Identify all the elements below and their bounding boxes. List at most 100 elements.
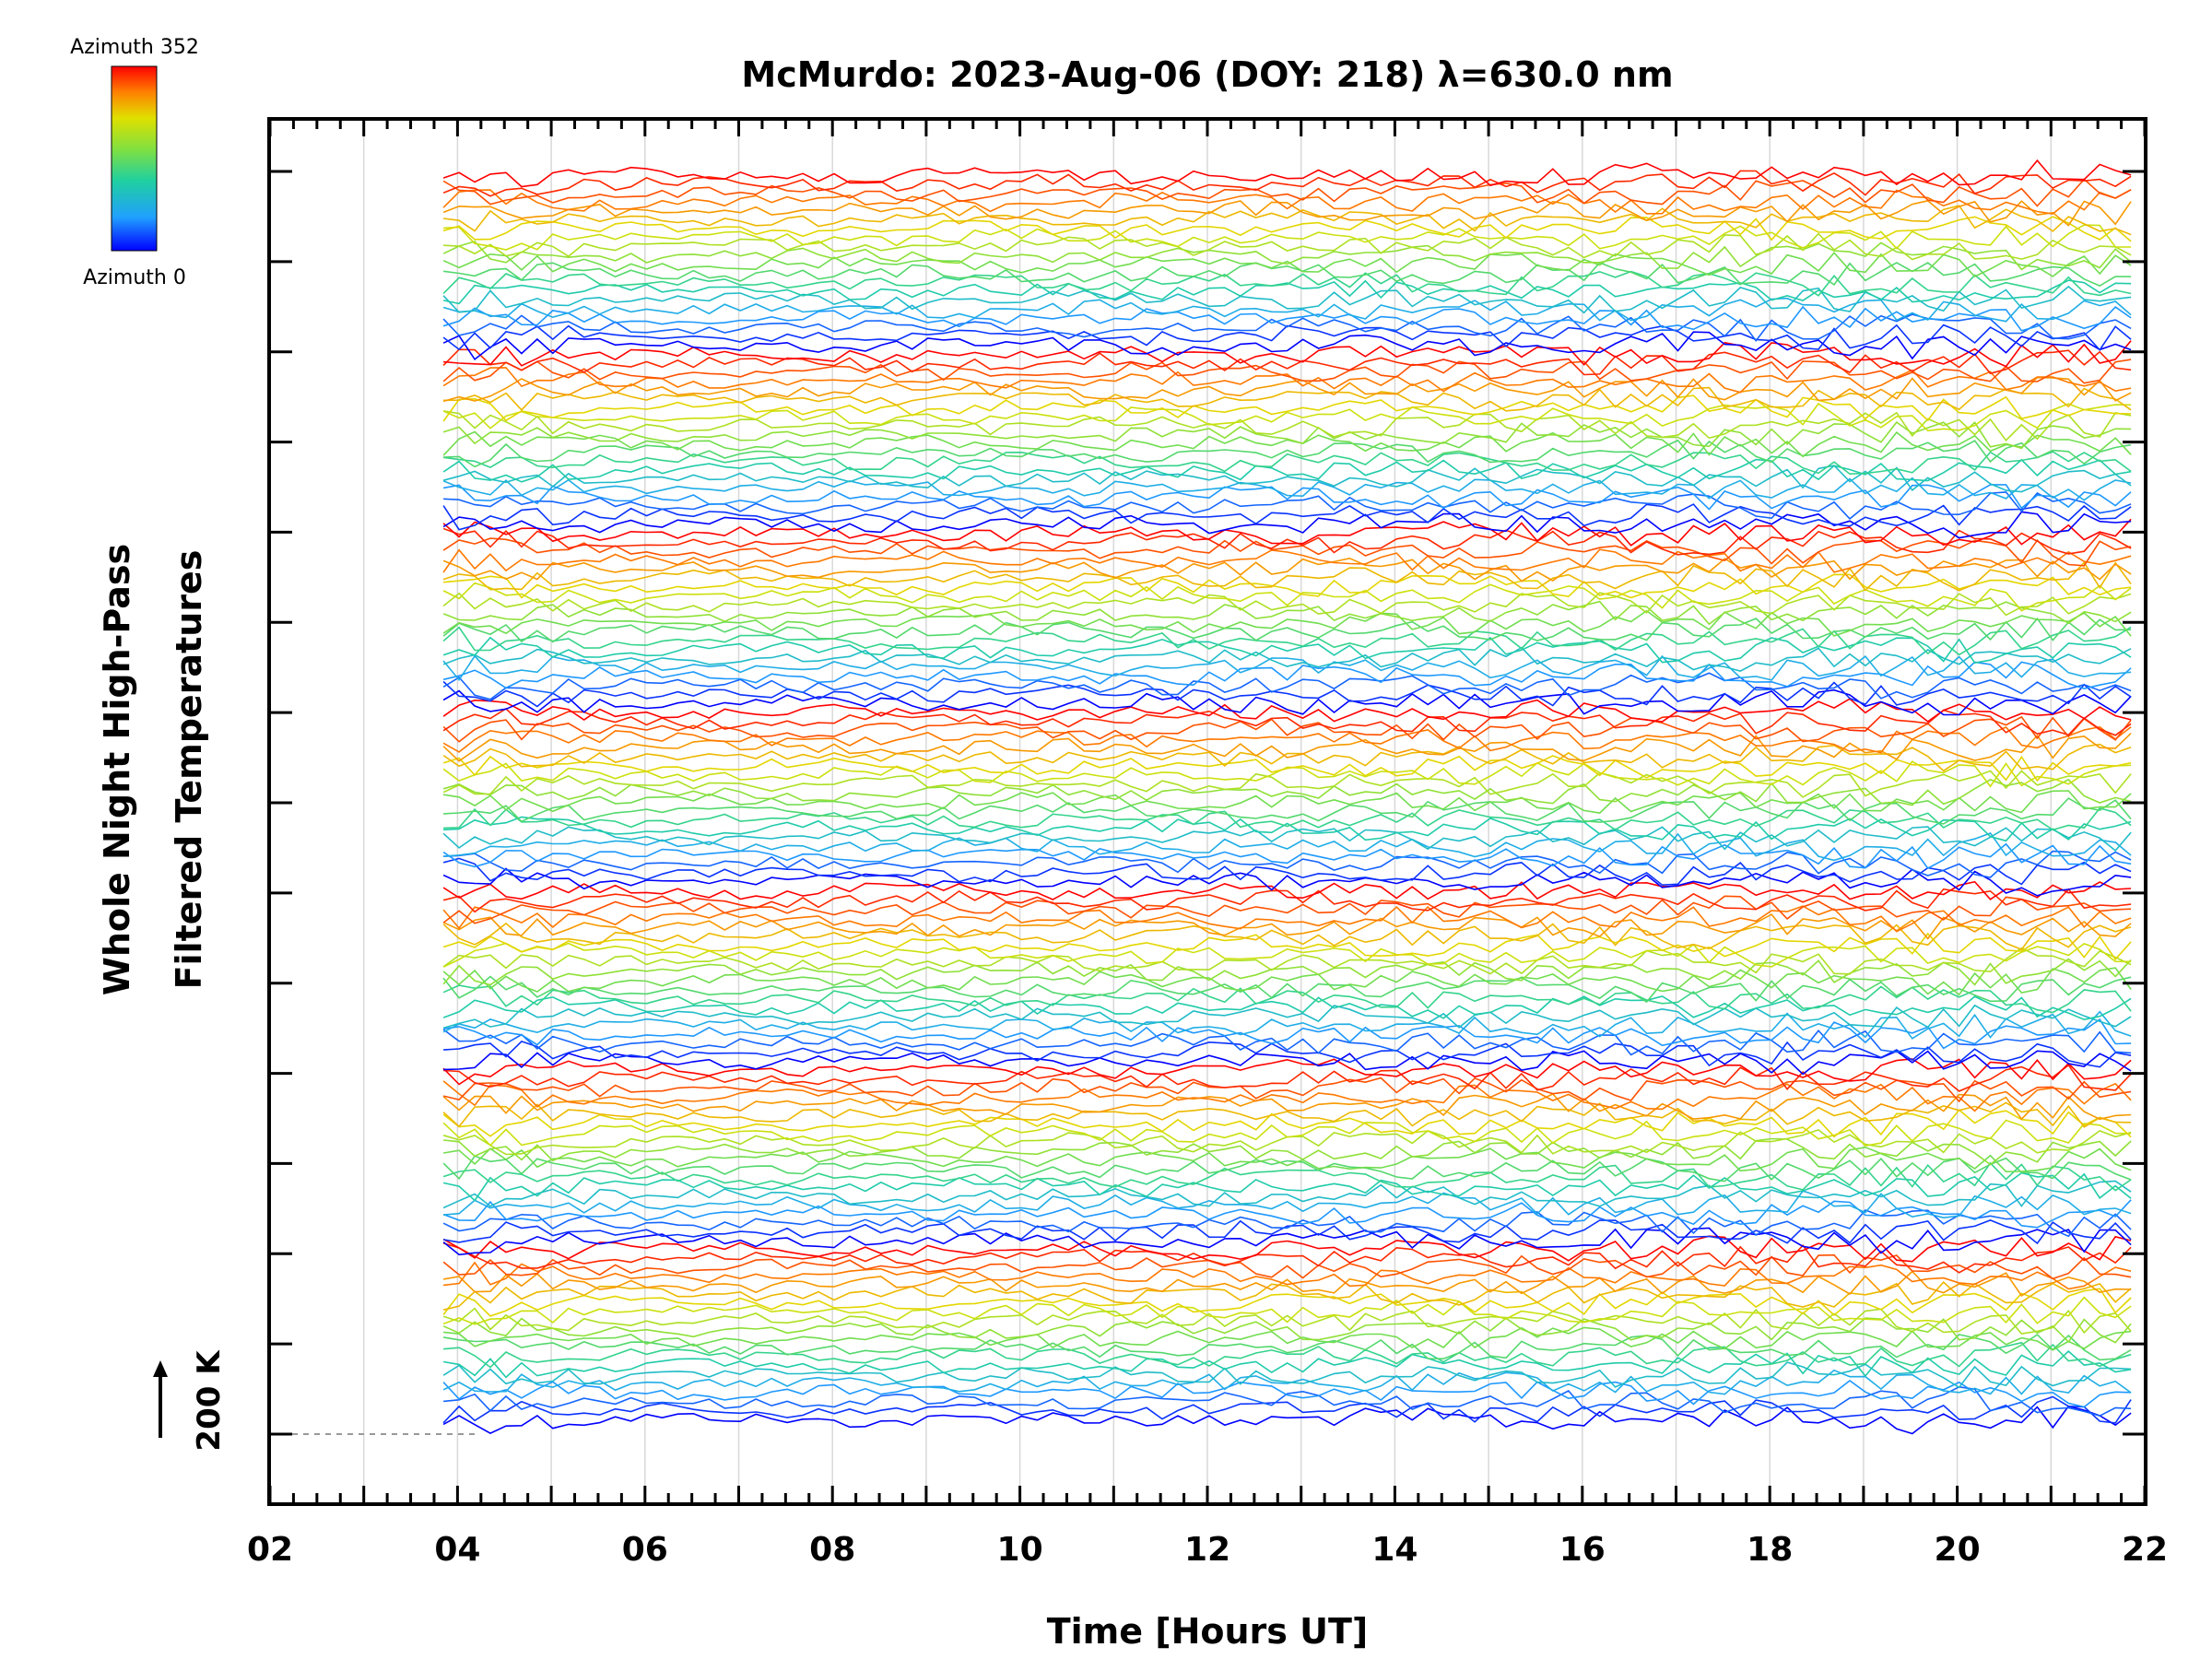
azimuth-trace: [442, 646, 2132, 672]
azimuth-trace: [443, 1137, 2132, 1166]
x-tick-label: 14: [1371, 1531, 1418, 1569]
azimuth-trace: [442, 826, 2132, 853]
azimuth-trace: [442, 1161, 2132, 1192]
azimuth-trace: [442, 626, 2132, 656]
azimuth-trace: [442, 1369, 2132, 1395]
azimuth-trace: [442, 672, 2132, 700]
azimuth-trace: [443, 850, 2132, 878]
azimuth-trace: [442, 888, 2132, 913]
azimuth-trace: [442, 348, 2132, 376]
azimuth-trace: [442, 770, 2132, 798]
azimuth-trace: [442, 297, 2132, 323]
azimuth-trace: [443, 1385, 2132, 1418]
y-axis-label-line2: Filtered Temperatures: [169, 550, 209, 990]
x-tick-labels: 02 04 06 08 10 12 14 16 18 20 22: [247, 1531, 2168, 1569]
azimuth-trace: [442, 867, 2132, 897]
azimuth-trace: [442, 331, 2132, 361]
azimuth-trace: [442, 430, 2132, 458]
azimuth-trace: [442, 270, 2132, 297]
azimuth-trace: [442, 654, 2132, 682]
azimuth-trace: [442, 617, 2132, 643]
azimuth-trace: [442, 511, 2132, 539]
azimuth-trace: [442, 922, 2132, 951]
azimuth-trace: [442, 760, 2132, 788]
azimuth-trace: [442, 216, 2132, 242]
azimuth-trace: [442, 279, 2132, 305]
azimuth-trace: [442, 942, 2132, 968]
azimuth-trace: [442, 715, 2132, 743]
azimuth-trace: [442, 1242, 2132, 1274]
azimuth-trace: [442, 410, 2132, 442]
azimuth-trace: [442, 178, 2132, 207]
azimuth-trace: [442, 895, 2132, 924]
azimuth-trace: [442, 313, 2132, 343]
azimuth-trace: [442, 557, 2132, 582]
azimuth-trace: [443, 797, 2132, 825]
azimuth-trace: [442, 1361, 2132, 1389]
azimuth-trace: [442, 477, 2132, 501]
azimuth-trace: [442, 1253, 2132, 1280]
azimuth-trace: [442, 1307, 2132, 1335]
azimuth-trace: [442, 548, 2132, 573]
azimuth-colorbar: [111, 65, 158, 252]
azimuth-trace: [442, 527, 2132, 556]
azimuth-trace: [442, 1199, 2132, 1229]
azimuth-trace: [443, 340, 2132, 368]
x-tick-label: 08: [809, 1531, 855, 1569]
azimuth-trace: [442, 600, 2132, 626]
azimuth-trace: [442, 1119, 2132, 1147]
azimuth-trace: [442, 688, 2132, 716]
azimuth-trace: [442, 842, 2132, 870]
x-tick-label: 22: [2122, 1531, 2168, 1569]
azimuth-trace: [443, 816, 2132, 842]
azimuth-trace: [442, 285, 2132, 314]
azimuth-trace: [442, 451, 2132, 476]
x-tick-label: 10: [997, 1531, 1043, 1569]
azimuth-trace: [442, 680, 2132, 708]
azimuth-trace: [442, 1101, 2132, 1128]
azimuth-trace: [442, 1058, 2132, 1086]
azimuth-trace: [443, 1190, 2132, 1219]
azimuth-trace: [442, 1405, 2132, 1435]
azimuth-trace: [442, 984, 2132, 1014]
azimuth-trace: [443, 386, 2132, 412]
azimuth-trace: [442, 947, 2132, 975]
azimuth-trace: [442, 359, 2132, 384]
azimuth-trace: [442, 367, 2132, 394]
x-axis-label: Time [Hours UT]: [1047, 1611, 1369, 1652]
axis-ticks: [268, 120, 2147, 1502]
azimuth-trace: [442, 252, 2132, 277]
azimuth-trace: [442, 1288, 2132, 1317]
y-axis-label-line1: Whole Night High-Pass: [97, 544, 137, 995]
azimuth-trace: [442, 880, 2132, 900]
azimuth-trace: [442, 1219, 2132, 1245]
azimuth-trace: [442, 1395, 2132, 1424]
azimuth-trace: [442, 1317, 2132, 1344]
legend-bottom-label: Azimuth 0: [83, 266, 186, 289]
azimuth-trace: [442, 707, 2132, 736]
azimuth-trace: [442, 778, 2132, 806]
azimuth-trace: [443, 232, 2132, 261]
azimuth-trace: [442, 932, 2132, 961]
azimuth-trace: [442, 1227, 2132, 1256]
azimuth-trace: [442, 582, 2132, 612]
azimuth-legend: Azimuth 352 Azimuth 0: [70, 36, 199, 289]
x-tick-label: 12: [1184, 1531, 1230, 1569]
azimuth-trace: [442, 1018, 2132, 1050]
azimuth-trace: [442, 402, 2132, 432]
azimuth-trace: [442, 857, 2132, 887]
x-tick-label: 04: [434, 1531, 480, 1569]
azimuth-trace: [442, 1270, 2132, 1298]
azimuth-trace: [443, 573, 2132, 599]
azimuth-trace: [442, 1296, 2132, 1325]
azimuth-trace: [442, 592, 2132, 617]
azimuth-trace: [443, 1064, 2132, 1092]
azimuth-trace: [443, 1261, 2132, 1290]
azimuth-trace: [442, 305, 2132, 332]
azimuth-trace: [442, 324, 2132, 351]
azimuth-trace: [442, 484, 2132, 511]
azimuth-trace: [442, 1171, 2132, 1202]
azimuth-trace: [443, 224, 2132, 251]
azimuth-trace: [442, 1146, 2132, 1173]
azimuth-trace: [442, 205, 2132, 236]
